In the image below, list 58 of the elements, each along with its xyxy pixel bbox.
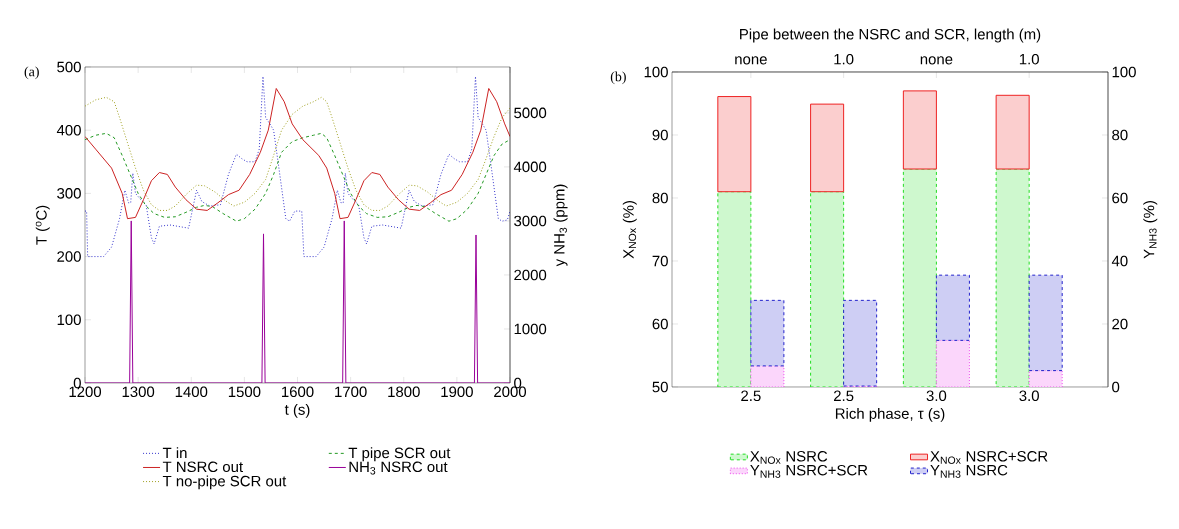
x2-axis-title: Pipe between the NSRC and SCR, length (m): [740, 28, 1041, 43]
y2-tick-label: 4000: [513, 161, 547, 173]
y-axis-title: X$_{NOx}$ (%): [622, 201, 637, 259]
y2-tick-label: 80: [1112, 129, 1128, 141]
legend-label: Y$_{NH3}$ NSRC+SCR: [750, 464, 868, 478]
x-axis-title: t (s): [284, 403, 310, 418]
y2-tick-label: 2000: [514, 269, 547, 281]
y2-tick-label: 60: [1112, 192, 1128, 204]
x-tick-label: 3.0: [926, 390, 947, 402]
x-tick-label: 1700: [335, 386, 367, 398]
y2-tick-label: 100: [1112, 66, 1136, 78]
text: 1.0: [834, 53, 854, 65]
text: 1.0: [1019, 53, 1039, 65]
y2-axis-title: Y$_{NH3}$ (%): [1143, 201, 1158, 259]
text: none: [920, 56, 953, 65]
y2-tick-label: 1000: [514, 323, 547, 335]
y-tick-label: 90: [652, 129, 668, 141]
y2-tick-label: 0: [1112, 381, 1120, 393]
legend-label: T NSRC out: [162, 461, 243, 473]
y-tick-label: 100: [644, 66, 668, 78]
y2-tick-label: 3000: [514, 215, 547, 227]
x-tick-label: 2.5: [741, 390, 761, 402]
y-tick-label: 70: [652, 255, 668, 267]
legend-label: Y$_{NH3}$ NSRC: [930, 464, 1008, 478]
x-tick-label: 3.0: [1019, 390, 1039, 402]
text: (b): [610, 71, 626, 85]
bar: [935, 274, 970, 341]
text: (a): [24, 66, 39, 80]
legend-label: T in: [162, 447, 187, 459]
y2-tick-label: 20: [1112, 318, 1128, 330]
y2-tick-label: 5000: [514, 107, 547, 119]
y-tick-label: 500: [57, 61, 81, 73]
x-tick-label: 1400: [175, 386, 208, 398]
legend-label: NH$_{3}$ NSRC out: [349, 461, 448, 475]
text: none: [735, 56, 767, 65]
y-tick-label: 300: [57, 188, 81, 199]
x-axis-title: Rich phase, τ (s): [835, 407, 945, 422]
y-tick-label: 100: [57, 314, 81, 326]
y2-axis-title: y NH$_{3}$ (ppm): [553, 184, 568, 267]
x-tick-label: 1800: [388, 386, 420, 398]
x-tick-label: 1600: [282, 386, 314, 398]
y-axis-title: T ($^{o}$C): [35, 205, 50, 245]
line-series: [85, 220, 511, 383]
legend-label: T no-pipe SCR out: [162, 475, 287, 490]
y-tick-label: 400: [56, 124, 81, 136]
y-tick-label: 50: [652, 381, 668, 393]
legend-label: X$_{NOx}$ NSRC: [750, 451, 828, 464]
legend-label: X$_{NOx}$ NSRC+SCR: [930, 451, 1048, 464]
y-tick-label: 200: [57, 251, 81, 262]
line-series: [85, 75, 511, 258]
x-tick-label: 2.5: [833, 390, 854, 402]
x-tick-label: 1500: [228, 386, 261, 398]
y-tick-label: 60: [652, 318, 668, 330]
x-tick-label: 1900: [441, 386, 473, 398]
x-tick-label: 1300: [122, 386, 155, 398]
y-tick-label: 80: [652, 192, 668, 204]
y2-tick-label: 40: [1111, 255, 1128, 267]
legend-label: T pipe SCR out: [348, 447, 451, 462]
